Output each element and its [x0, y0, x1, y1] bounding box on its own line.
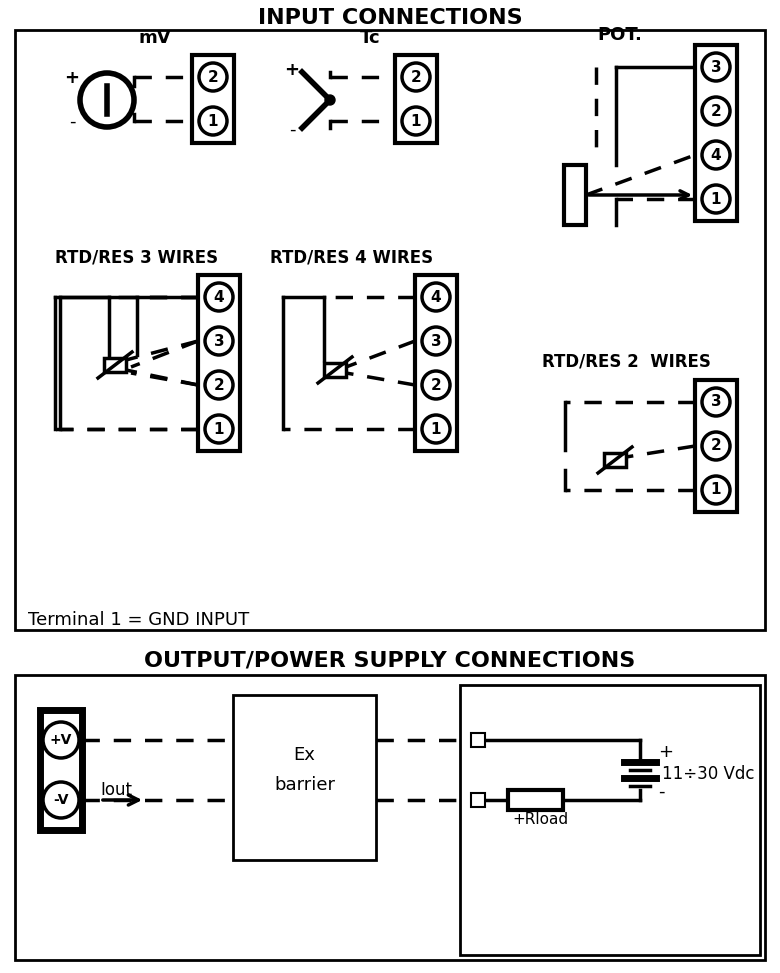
Text: +Rload: +Rload — [512, 812, 569, 827]
Circle shape — [702, 185, 730, 213]
Circle shape — [325, 95, 335, 105]
Bar — [233, 695, 376, 860]
Circle shape — [199, 63, 227, 91]
Text: -V: -V — [53, 793, 69, 807]
Circle shape — [422, 327, 450, 355]
Bar — [508, 790, 562, 810]
Circle shape — [43, 722, 79, 758]
Bar — [695, 45, 737, 221]
Text: -: - — [69, 113, 75, 131]
Circle shape — [205, 327, 233, 355]
Text: INPUT CONNECTIONS: INPUT CONNECTIONS — [257, 8, 523, 28]
Text: 4: 4 — [711, 148, 722, 162]
Circle shape — [402, 63, 430, 91]
Bar — [604, 453, 626, 467]
Circle shape — [402, 107, 430, 135]
Bar — [471, 733, 485, 747]
Text: RTD/RES 4 WIRES: RTD/RES 4 WIRES — [270, 249, 433, 267]
Text: OUTPUT/POWER SUPPLY CONNECTIONS: OUTPUT/POWER SUPPLY CONNECTIONS — [144, 650, 636, 670]
Circle shape — [422, 283, 450, 311]
Text: +: + — [65, 69, 80, 87]
Text: 11÷30 Vdc: 11÷30 Vdc — [662, 765, 754, 783]
Circle shape — [422, 371, 450, 399]
Text: POT.: POT. — [597, 26, 643, 44]
Text: +V: +V — [50, 733, 73, 747]
Bar — [564, 165, 586, 225]
Circle shape — [702, 476, 730, 504]
Bar — [471, 793, 485, 807]
Text: 1: 1 — [711, 483, 722, 497]
Bar — [198, 275, 240, 451]
Bar — [415, 275, 457, 451]
Circle shape — [702, 388, 730, 416]
Text: 3: 3 — [711, 59, 722, 75]
Circle shape — [80, 73, 134, 127]
Text: Terminal 1 = GND INPUT: Terminal 1 = GND INPUT — [28, 611, 250, 629]
Circle shape — [702, 97, 730, 125]
Text: RTD/RES 3 WIRES: RTD/RES 3 WIRES — [55, 249, 218, 267]
Text: 2: 2 — [207, 69, 218, 85]
Text: 2: 2 — [214, 378, 225, 392]
Text: 1: 1 — [431, 421, 441, 437]
Circle shape — [199, 107, 227, 135]
Text: -: - — [289, 121, 296, 139]
Text: 1: 1 — [207, 114, 218, 128]
Circle shape — [205, 415, 233, 443]
Circle shape — [43, 782, 79, 818]
Circle shape — [422, 415, 450, 443]
Bar — [15, 675, 765, 960]
Bar — [192, 55, 234, 143]
Bar — [695, 380, 737, 512]
Text: +: + — [658, 743, 673, 761]
Text: Tc: Tc — [360, 29, 381, 47]
Bar — [104, 358, 126, 372]
Text: 2: 2 — [711, 439, 722, 453]
Text: 2: 2 — [711, 103, 722, 119]
Text: 4: 4 — [214, 290, 225, 305]
Text: +: + — [285, 61, 300, 79]
Text: Ex: Ex — [293, 746, 315, 764]
Text: 3: 3 — [214, 334, 225, 348]
Circle shape — [205, 283, 233, 311]
Text: 3: 3 — [711, 394, 722, 410]
Bar — [460, 685, 760, 955]
Text: RTD/RES 2  WIRES: RTD/RES 2 WIRES — [542, 353, 711, 371]
Text: 1: 1 — [711, 192, 722, 206]
Text: 1: 1 — [214, 421, 225, 437]
Text: Iout: Iout — [100, 781, 132, 799]
Bar — [40, 710, 82, 830]
Text: 2: 2 — [410, 69, 421, 85]
Text: 2: 2 — [431, 378, 441, 392]
Bar — [395, 55, 437, 143]
Circle shape — [702, 53, 730, 81]
Bar — [324, 363, 346, 377]
Text: 3: 3 — [431, 334, 441, 348]
Text: -: - — [658, 783, 665, 801]
Circle shape — [702, 141, 730, 169]
Circle shape — [702, 432, 730, 460]
Text: 4: 4 — [431, 290, 441, 305]
Bar — [15, 30, 765, 630]
Text: mV: mV — [139, 29, 172, 47]
Text: 1: 1 — [411, 114, 421, 128]
Text: barrier: barrier — [274, 776, 335, 794]
Circle shape — [205, 371, 233, 399]
